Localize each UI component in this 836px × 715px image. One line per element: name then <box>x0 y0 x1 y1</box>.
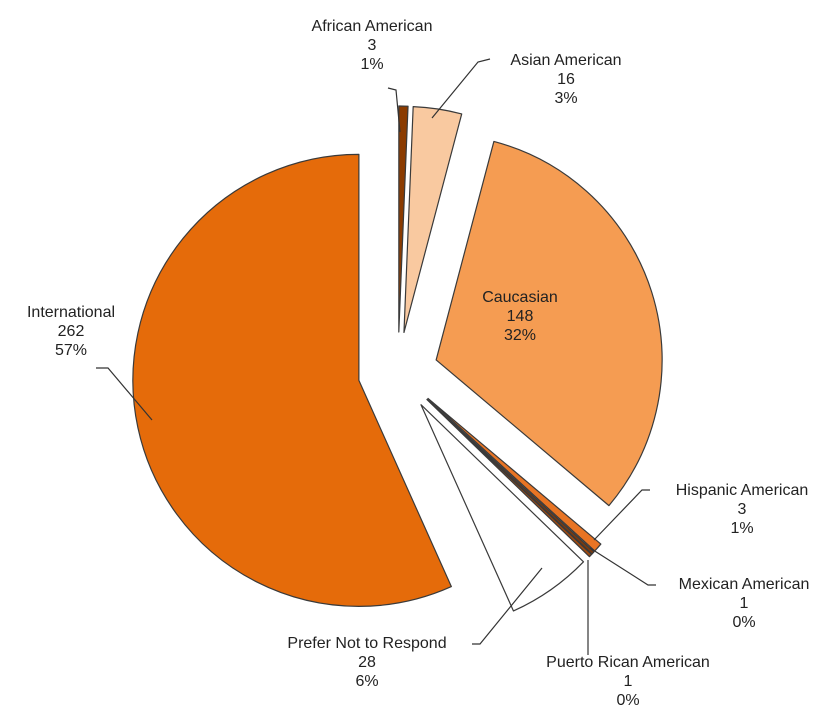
leader-african-american <box>387 87 401 133</box>
leader-lines <box>96 58 656 655</box>
label-name: International <box>27 304 115 321</box>
label-name: Prefer Not to Respond <box>287 635 446 652</box>
label-percent: 0% <box>732 614 755 631</box>
label-name: Caucasian <box>482 289 558 306</box>
label-name: African American <box>312 18 433 35</box>
label-name: Hispanic American <box>676 482 809 499</box>
label-percent: 1% <box>730 520 753 537</box>
slice-international <box>132 153 452 607</box>
pie-slices <box>132 105 663 612</box>
slice-labels: African American 3 1% Asian American 16 3% Cau… <box>27 18 809 709</box>
slice-asian-american <box>403 106 463 334</box>
label-mexican-american: Mexican American 1 0% <box>679 576 810 631</box>
label-value: 3 <box>738 501 747 518</box>
label-percent: 3% <box>554 90 577 107</box>
label-value: 148 <box>507 308 534 325</box>
label-name: Puerto Rican American <box>546 654 710 671</box>
label-value: 1 <box>624 673 633 690</box>
label-value: 16 <box>557 71 575 88</box>
leader-asian-american <box>431 58 491 119</box>
label-value: 262 <box>58 323 85 340</box>
label-puerto-rican-american: Puerto Rican American 1 0% <box>546 654 710 709</box>
leader-mexican-american <box>589 547 656 586</box>
label-percent: 1% <box>360 56 383 73</box>
label-percent: 57% <box>55 342 87 359</box>
label-percent: 0% <box>616 692 639 709</box>
label-value: 1 <box>740 595 749 612</box>
label-value: 3 <box>368 37 377 54</box>
label-international: International 262 57% <box>27 304 115 359</box>
leader-hispanic-american <box>593 489 650 541</box>
label-caucasian: Caucasian 148 32% <box>482 289 558 344</box>
slice-caucasian <box>435 140 663 507</box>
leader-international <box>96 367 153 421</box>
label-percent: 32% <box>504 327 536 344</box>
label-name: Mexican American <box>679 576 810 593</box>
label-name: Asian American <box>510 52 621 69</box>
label-value: 28 <box>358 654 376 671</box>
leader-prefer-not-to-respond <box>472 567 543 645</box>
label-percent: 6% <box>355 673 378 690</box>
label-hispanic-american: Hispanic American 3 1% <box>676 482 809 537</box>
slice-prefer-not-to-respond <box>420 404 585 612</box>
label-african-american: African American 3 1% <box>312 18 433 73</box>
slice-african-american <box>398 105 409 333</box>
label-asian-american: Asian American 16 3% <box>510 52 621 107</box>
slice-puerto-rican-american <box>426 399 593 558</box>
label-prefer-not-to-respond: Prefer Not to Respond 28 6% <box>287 635 446 690</box>
